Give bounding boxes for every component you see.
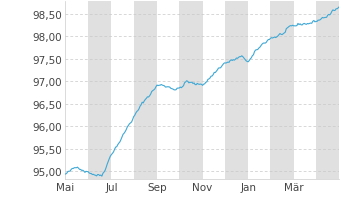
Bar bbox=[179, 2, 203, 179]
Bar bbox=[88, 2, 112, 179]
Bar bbox=[270, 2, 294, 179]
Bar bbox=[225, 2, 248, 179]
Bar bbox=[316, 2, 340, 179]
Bar bbox=[134, 2, 157, 179]
